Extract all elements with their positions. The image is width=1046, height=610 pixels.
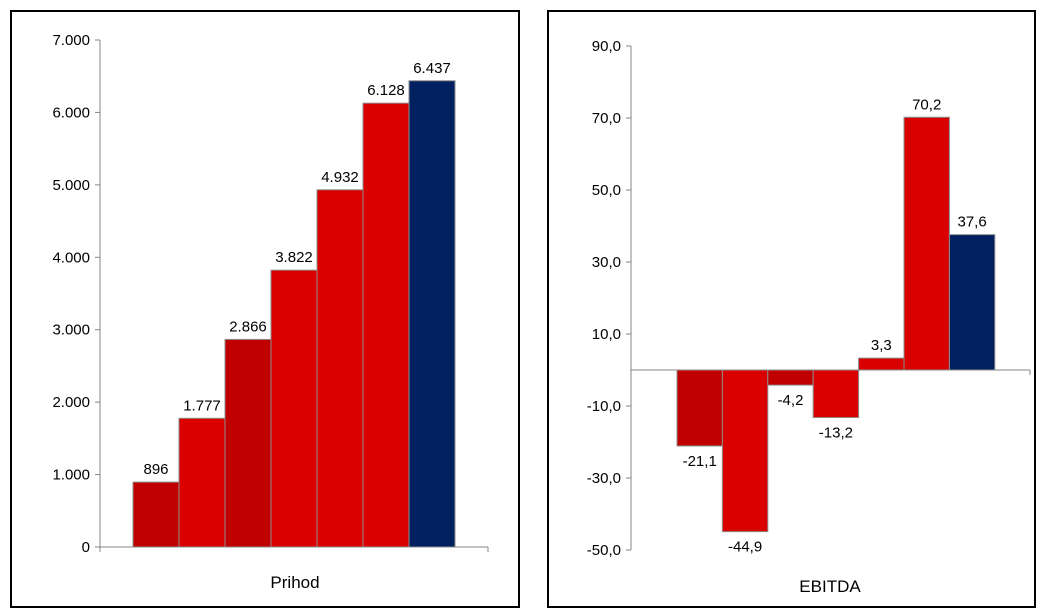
chart-panel-prihod: 0 1.000 2.000 3.000 4.000 5.000 6.000 7.000 896 1… [10,10,520,608]
y-tick-label: 2.000 [52,394,90,411]
bar [224,338,272,548]
bar [408,80,456,548]
data-label: 2.866 [229,318,267,335]
bar [676,369,723,447]
data-label: 1.777 [183,397,221,414]
y-tick-label: 30,0 [592,254,621,271]
data-label: 3.822 [275,249,313,266]
y-tick-label: 10,0 [592,326,621,343]
y-tick-label: 0 [82,539,90,556]
x-axis-label: Prihod [270,573,319,592]
data-label: 896 [143,461,168,478]
y-tick-label: 70,0 [592,110,621,127]
y-tick-label: 3.000 [52,322,90,339]
bar [721,369,769,533]
prihod-chart: 0 1.000 2.000 3.000 4.000 5.000 6.000 7.000 896 1… [52,32,489,592]
bar [362,102,410,548]
y-tick-label: -50,0 [587,542,621,559]
data-label: -13,2 [819,425,853,442]
y-tick-label: -10,0 [587,398,621,415]
y-tick-label: 50,0 [592,182,621,199]
bar [948,234,996,371]
ebitda-chart: -50,0 -30,0 -10,0 10,0 30,0 50,0 70,0 90,0 -21,1… [587,38,1031,596]
bar [812,369,860,419]
data-label: 4.932 [321,169,359,186]
bar [270,269,318,548]
y-tick-label: 6.000 [52,104,90,121]
data-label: 6.437 [413,60,451,77]
data-label: 70,2 [912,96,941,113]
data-label: 3,3 [871,337,892,354]
bar [858,357,905,371]
y-tick-label: -30,0 [587,470,621,487]
y-tick-label: 7.000 [52,32,90,49]
data-label: 37,6 [957,214,986,231]
bar [903,116,950,371]
y-tick-label: 5.000 [52,177,90,194]
data-label: -44,9 [728,539,762,556]
y-tick-label: 90,0 [592,38,621,55]
bar [178,417,226,548]
bar [132,481,180,548]
data-label: 6.128 [367,82,405,99]
y-tick-label: 1.000 [52,467,90,484]
data-label: -4,2 [778,392,804,409]
data-label: -21,1 [683,453,717,470]
bar [767,369,814,386]
chart-panel-ebitda: -50,0 -30,0 -10,0 10,0 30,0 50,0 70,0 90,0 -21,1… [547,10,1036,608]
x-axis-label: EBITDA [799,577,861,596]
bar [316,189,364,548]
y-tick-label: 4.000 [52,249,90,266]
